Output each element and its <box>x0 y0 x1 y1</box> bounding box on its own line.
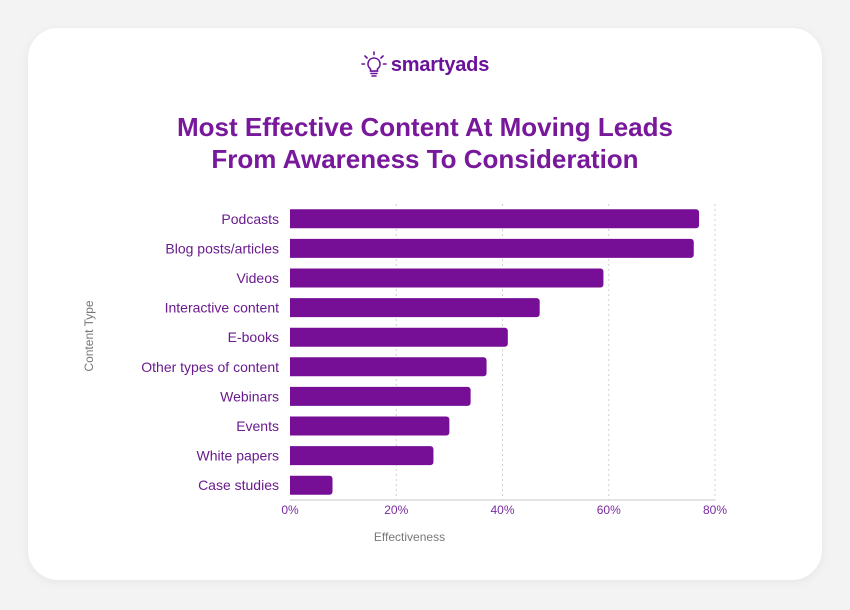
y-axis-title: Content Type <box>82 300 96 371</box>
tick-labels: 0% 20% 40% 60% 80% <box>281 503 727 517</box>
bars <box>290 209 700 495</box>
tick-label: 40% <box>490 503 514 517</box>
bar <box>290 209 700 229</box>
chart-title-line-1: Most Effective Content At Moving Leads <box>177 112 673 142</box>
category-label: Case studies <box>198 477 279 493</box>
tick-label: 80% <box>703 503 727 517</box>
chart-title: Most Effective Content At Moving Leads F… <box>0 111 850 175</box>
bar <box>290 268 604 288</box>
bar <box>290 386 471 406</box>
bar <box>290 475 333 495</box>
bar <box>290 298 540 318</box>
category-label: Webinars <box>220 388 279 404</box>
category-label: Interactive content <box>165 300 280 316</box>
chart-title-line-2: From Awareness To Consideration <box>211 144 639 174</box>
category-label: Videos <box>236 270 279 286</box>
bar <box>290 327 508 347</box>
brand-name: smartyads <box>390 53 490 76</box>
category-label: E-books <box>228 329 279 345</box>
category-labels: Podcasts Blog posts/articles Videos Interac… <box>141 211 279 493</box>
bar <box>290 357 487 377</box>
bar <box>290 238 694 258</box>
category-label: Events <box>236 418 279 434</box>
tick-label: 0% <box>281 503 299 517</box>
category-label: Blog posts/articles <box>165 240 279 256</box>
bar <box>290 446 434 466</box>
tick-label: 60% <box>597 503 621 517</box>
category-label: White papers <box>197 448 279 464</box>
tick-label: 20% <box>384 503 408 517</box>
lightbulb-icon <box>361 51 387 77</box>
bar <box>290 416 450 436</box>
x-axis-title: Effectiveness <box>374 530 445 544</box>
category-label: Other types of content <box>141 359 279 375</box>
brand-logo: smartyads <box>0 50 850 80</box>
category-label: Podcasts <box>221 211 279 227</box>
